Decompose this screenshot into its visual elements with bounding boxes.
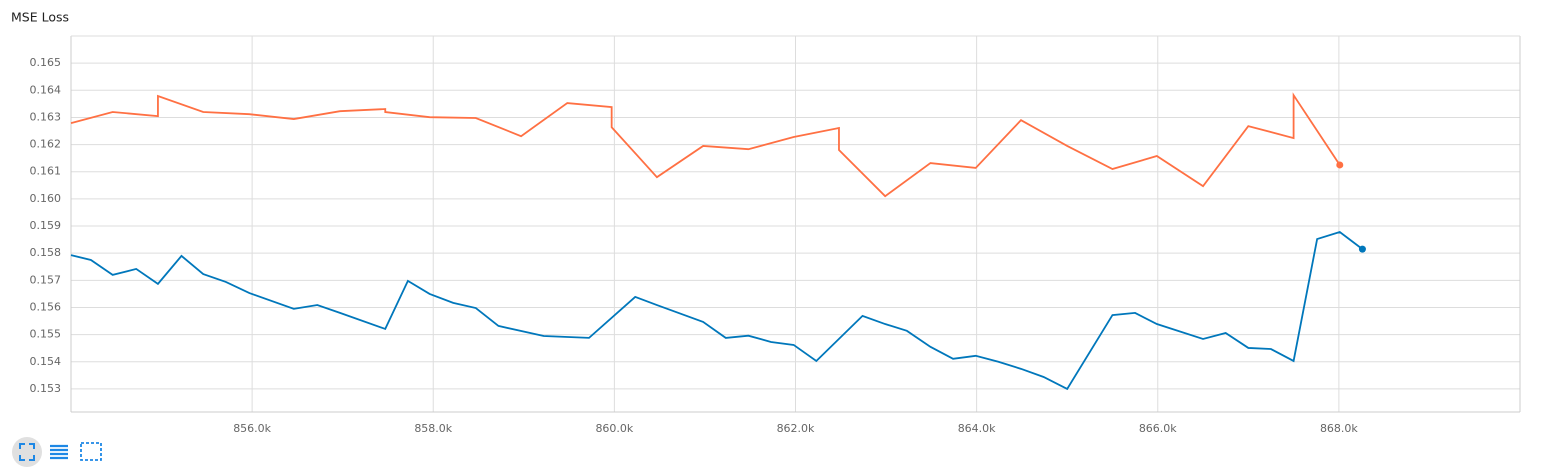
y-tick-label: 0.157 bbox=[30, 273, 62, 286]
select-button[interactable] bbox=[80, 442, 102, 461]
toolbar bbox=[12, 437, 102, 467]
y-tick-label: 0.161 bbox=[30, 165, 62, 178]
x-tick-label: 862.0k bbox=[777, 422, 815, 435]
x-tick-label: 860.0k bbox=[595, 422, 633, 435]
end-point bbox=[1336, 161, 1344, 169]
y-tick-label: 0.155 bbox=[30, 328, 62, 341]
y-tick-label: 0.156 bbox=[30, 300, 62, 313]
x-tick-label: 856.0k bbox=[233, 422, 271, 435]
x-tick-label: 858.0k bbox=[414, 422, 452, 435]
fit-button-bg bbox=[12, 437, 42, 467]
x-tick-label: 868.0k bbox=[1320, 422, 1358, 435]
y-tick-label: 0.162 bbox=[30, 138, 62, 151]
y-tick-label: 0.164 bbox=[30, 83, 62, 96]
line bbox=[70, 92, 1341, 198]
y-tick-label: 0.158 bbox=[30, 246, 62, 259]
x-tick-label: 866.0k bbox=[1139, 422, 1177, 435]
log-scale-button[interactable] bbox=[50, 444, 68, 460]
y-tick-label: 0.159 bbox=[30, 219, 62, 232]
y-tick-label: 0.153 bbox=[30, 382, 62, 395]
fit-domain-button[interactable] bbox=[19, 443, 35, 461]
line bbox=[70, 231, 1363, 391]
end-point bbox=[1358, 245, 1366, 253]
y-tick-label: 0.160 bbox=[30, 192, 62, 205]
y-tick-label: 0.154 bbox=[30, 355, 62, 368]
x-tick-label: 864.0k bbox=[958, 422, 996, 435]
y-tick-label: 0.165 bbox=[30, 56, 62, 69]
chart-title: MSE Loss bbox=[11, 10, 69, 25]
y-tick-label: 0.163 bbox=[30, 110, 62, 123]
